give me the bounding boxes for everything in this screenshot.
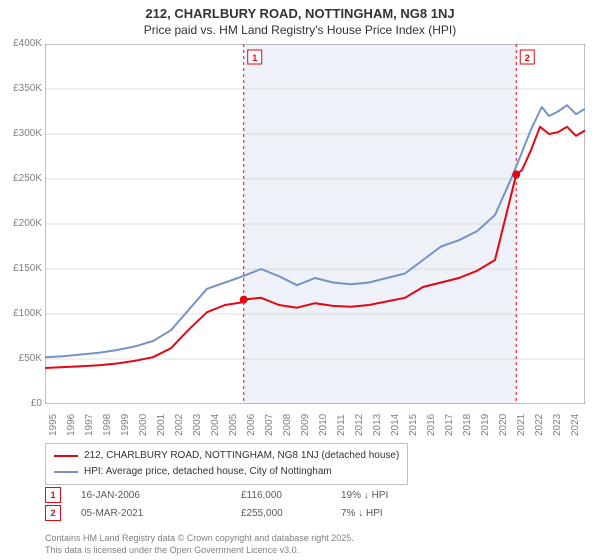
x-tick-label: 2015 [408,414,419,436]
chart-title: 212, CHARLBURY ROAD, NOTTINGHAM, NG8 1NJ [0,6,600,21]
marker-table: 1 16-JAN-2006£116,00019% ↓ HPI 2 05-MAR-202… [45,486,461,522]
x-tick-label: 1997 [84,414,95,436]
chart-plot-area: 12 [45,44,585,404]
svg-text:2: 2 [525,53,530,63]
marker-diff: 19% ↓ HPI [341,490,461,501]
x-tick-label: 2014 [390,414,401,436]
marker-number-box: 2 [45,505,61,521]
y-tick-label: £200K [0,218,42,229]
legend-item: HPI: Average price, detached house, City… [54,464,399,480]
x-tick-label: 2000 [138,414,149,436]
y-tick-label: £300K [0,128,42,139]
x-tick-label: 2005 [228,414,239,436]
x-tick-label: 2013 [372,414,383,436]
marker-price: £255,000 [241,508,341,519]
x-tick-label: 2011 [336,414,347,436]
x-tick-label: 2003 [192,414,203,436]
legend-swatch [54,471,78,473]
chart-svg: 12 [45,44,585,404]
legend-swatch [54,455,78,457]
y-tick-label: £0 [0,398,42,409]
y-tick-label: £400K [0,38,42,49]
x-tick-label: 2016 [426,414,437,436]
chart-subtitle: Price paid vs. HM Land Registry's House … [0,23,600,37]
y-tick-label: £100K [0,308,42,319]
x-tick-label: 2018 [462,414,473,436]
footer-line2: This data is licensed under the Open Gov… [45,544,354,556]
legend-label: 212, CHARLBURY ROAD, NOTTINGHAM, NG8 1NJ… [84,448,399,464]
y-tick-label: £350K [0,83,42,94]
x-tick-label: 2017 [444,414,455,436]
x-axis-labels: 1995 1996 1997 1998 1999 2000 2001 2002 2003 2004… [45,406,585,438]
marker-number-box: 1 [45,487,61,503]
x-tick-label: 2009 [300,414,311,436]
y-tick-label: £50K [0,353,42,364]
x-tick-label: 2006 [246,414,257,436]
x-tick-label: 2007 [264,414,275,436]
x-tick-label: 2002 [174,414,185,436]
marker-date: 05-MAR-2021 [81,508,241,519]
x-tick-label: 2008 [282,414,293,436]
svg-text:1: 1 [252,53,257,63]
x-tick-label: 1996 [66,414,77,436]
marker-price: £116,000 [241,490,341,501]
x-tick-label: 2023 [552,414,563,436]
x-tick-label: 2020 [498,414,509,436]
marker-row: 1 16-JAN-2006£116,00019% ↓ HPI [45,486,461,504]
x-tick-label: 1995 [48,414,59,436]
chart-footer: Contains HM Land Registry data © Crown c… [45,532,354,556]
x-tick-label: 2024 [570,414,581,436]
y-tick-label: £150K [0,263,42,274]
legend-label: HPI: Average price, detached house, City… [84,464,332,480]
x-tick-label: 2021 [516,414,527,436]
x-tick-label: 2010 [318,414,329,436]
x-tick-label: 2012 [354,414,365,436]
y-tick-label: £250K [0,173,42,184]
marker-date: 16-JAN-2006 [81,490,241,501]
x-tick-label: 2019 [480,414,491,436]
x-tick-label: 2004 [210,414,221,436]
footer-line1: Contains HM Land Registry data © Crown c… [45,532,354,544]
marker-diff: 7% ↓ HPI [341,508,461,519]
x-tick-label: 2022 [534,414,545,436]
x-tick-label: 1999 [120,414,131,436]
x-tick-label: 1998 [102,414,113,436]
marker-row: 2 05-MAR-2021£255,0007% ↓ HPI [45,504,461,522]
x-tick-label: 2001 [156,414,167,436]
legend-item: 212, CHARLBURY ROAD, NOTTINGHAM, NG8 1NJ… [54,448,399,464]
chart-legend: 212, CHARLBURY ROAD, NOTTINGHAM, NG8 1NJ… [45,443,408,485]
